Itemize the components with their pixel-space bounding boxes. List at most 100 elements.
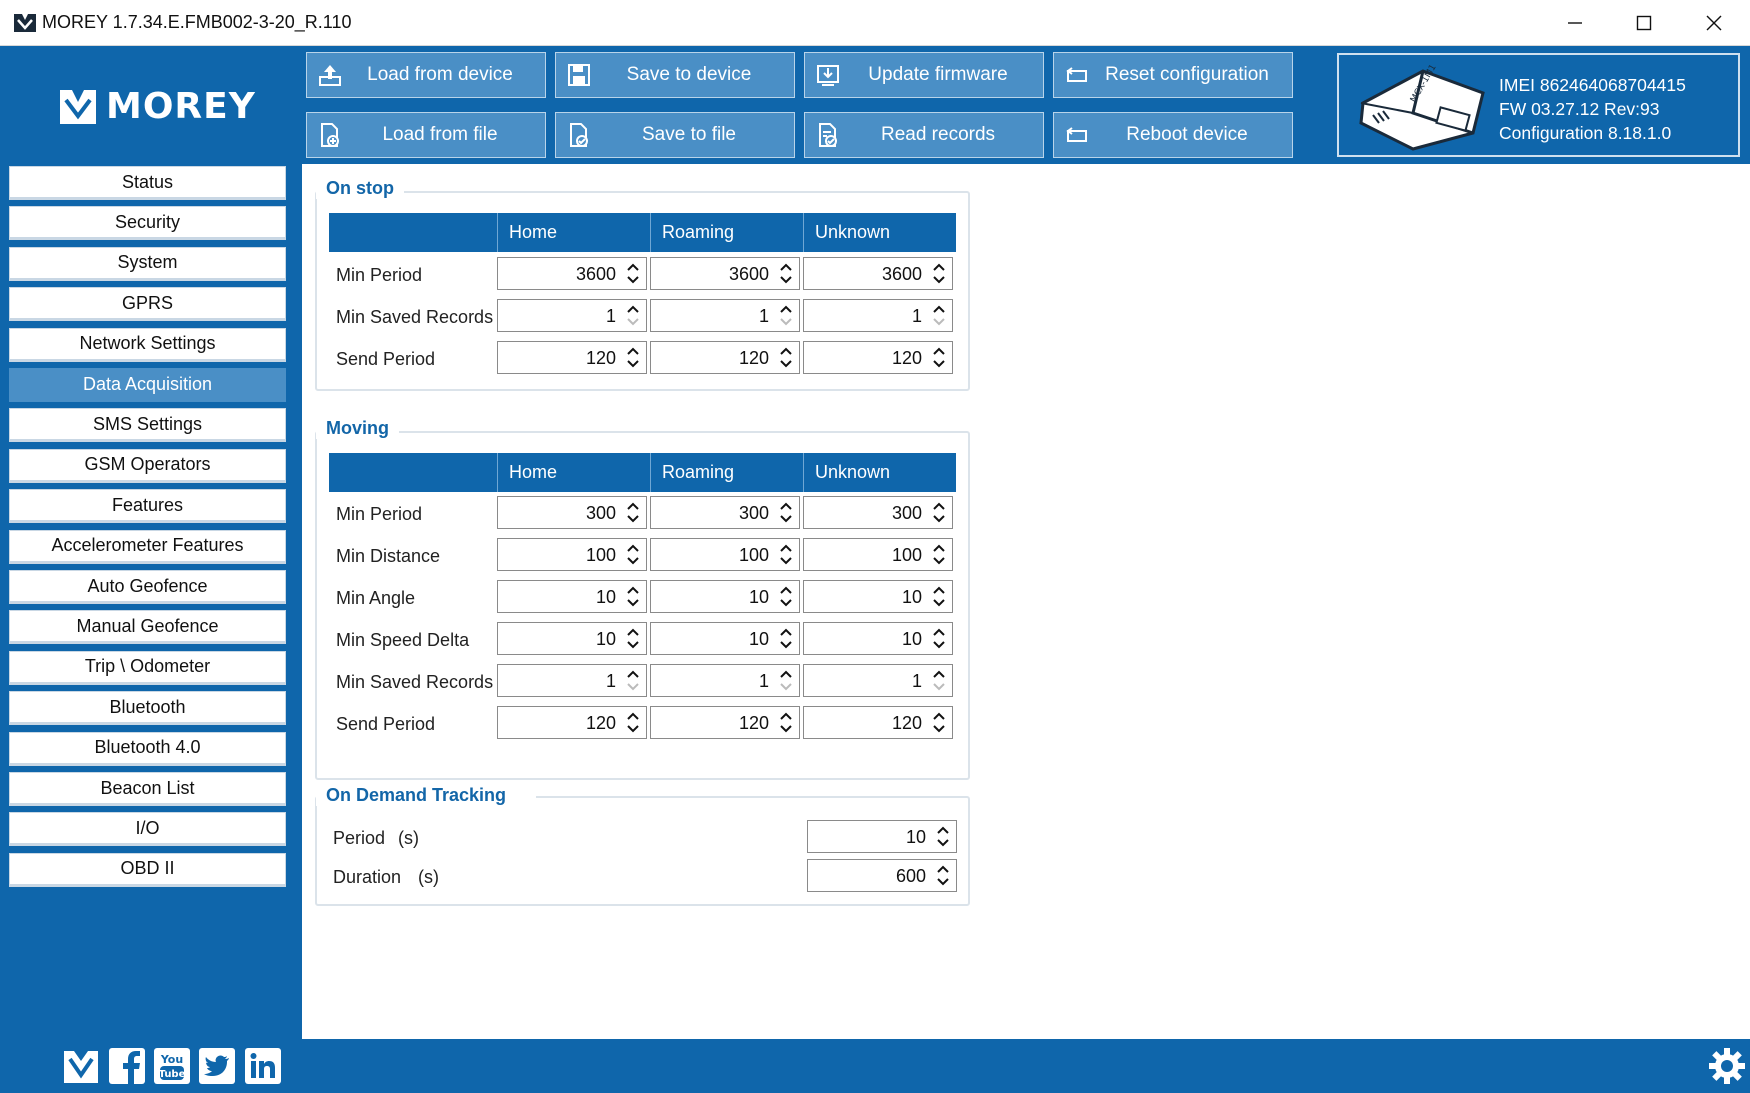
spinner-arrows-icon[interactable] (777, 709, 795, 736)
min-speed-delta-roaming-spinner[interactable]: 10 (650, 622, 800, 655)
sidebar-item-security[interactable]: Security (9, 206, 286, 241)
send-period-unknown-spinner[interactable]: 120 (803, 341, 953, 374)
min-period-home-spinner[interactable]: 3600 (497, 257, 647, 290)
sidebar-item-label: Manual Geofence (76, 615, 219, 636)
save-to-device-button[interactable]: Save to device (555, 52, 795, 98)
spinner-arrows-icon[interactable] (930, 260, 948, 287)
sidebar-item-bluetooth-4-0[interactable]: Bluetooth 4.0 (9, 731, 286, 766)
min-distance-unknown-spinner[interactable]: 100 (803, 538, 953, 571)
read-records-button[interactable]: Read records (804, 112, 1044, 158)
send-period-unknown-spinner[interactable]: 120 (803, 706, 953, 739)
load-from-device-button[interactable]: Load from device (306, 52, 546, 98)
period-spinner[interactable]: 10 (807, 820, 957, 853)
spinner-arrows-icon[interactable] (777, 344, 795, 371)
send-period-roaming-spinner[interactable]: 120 (650, 341, 800, 374)
min-angle-roaming-spinner[interactable]: 10 (650, 580, 800, 613)
spinner-arrows-icon[interactable] (930, 709, 948, 736)
min-period-home-spinner[interactable]: 300 (497, 496, 647, 529)
spinner-arrows-icon[interactable] (930, 667, 948, 694)
spinner-arrows-icon[interactable] (624, 709, 642, 736)
close-button[interactable] (1680, 0, 1748, 46)
min-distance-roaming-spinner[interactable]: 100 (650, 538, 800, 571)
save-to-file-button[interactable]: Save to file (555, 112, 795, 158)
morey-social-icon[interactable] (62, 1047, 100, 1085)
min-saved-records-unknown-spinner[interactable]: 1 (803, 664, 953, 697)
min-saved-records-home-spinner[interactable]: 1 (497, 664, 647, 697)
sidebar-item-obd-ii[interactable]: OBD II (9, 852, 286, 887)
spinner-arrows-icon[interactable] (930, 499, 948, 526)
spinner-arrows-icon[interactable] (930, 541, 948, 568)
spinner-arrows-icon[interactable] (624, 583, 642, 610)
min-period-unknown-spinner[interactable]: 300 (803, 496, 953, 529)
twitter-icon[interactable] (198, 1047, 236, 1085)
sidebar-item-manual-geofence[interactable]: Manual Geofence (9, 610, 286, 645)
sidebar-item-network-settings[interactable]: Network Settings (9, 327, 286, 362)
spinner-arrows-icon[interactable] (624, 625, 642, 652)
spinner-arrows-icon[interactable] (624, 667, 642, 694)
sidebar-item-data-acquisition[interactable]: Data Acquisition (9, 368, 286, 402)
spinner-arrows-icon[interactable] (930, 302, 948, 329)
sidebar-item-status[interactable]: Status (9, 166, 286, 200)
min-saved-records-roaming-spinner[interactable]: 1 (650, 299, 800, 332)
spinner-arrows-icon[interactable] (777, 583, 795, 610)
min-angle-unknown-spinner[interactable]: 10 (803, 580, 953, 613)
linkedin-icon[interactable] (244, 1047, 282, 1085)
main-content: On stop Home Roaming Unknown Moving Home Ro… (302, 164, 1750, 1039)
sidebar-item-gprs[interactable]: GPRS (9, 287, 286, 322)
sidebar-item-accelerometer-features[interactable]: Accelerometer Features (9, 529, 286, 564)
spinner-arrows-icon[interactable] (777, 260, 795, 287)
sidebar-item-features[interactable]: Features (9, 489, 286, 524)
send-period-home-spinner[interactable]: 120 (497, 706, 647, 739)
spinner-arrows-icon[interactable] (934, 823, 952, 850)
sidebar-item-sms-settings[interactable]: SMS Settings (9, 408, 286, 443)
sidebar-item-i-o[interactable]: I/O (9, 812, 286, 847)
spinner-arrows-icon[interactable] (624, 344, 642, 371)
load-from-file-button[interactable]: Load from file (306, 112, 546, 158)
min-saved-records-roaming-spinner[interactable]: 1 (650, 664, 800, 697)
sidebar-item-bluetooth[interactable]: Bluetooth (9, 691, 286, 726)
settings-gear-icon[interactable] (1708, 1047, 1746, 1085)
spinner-arrows-icon[interactable] (930, 583, 948, 610)
min-speed-delta-home-spinner[interactable]: 10 (497, 622, 647, 655)
spinner-arrows-icon[interactable] (777, 625, 795, 652)
sidebar-item-beacon-list[interactable]: Beacon List (9, 772, 286, 806)
spinner-arrows-icon[interactable] (624, 302, 642, 329)
min-period-unknown-spinner[interactable]: 3600 (803, 257, 953, 290)
min-period-roaming-spinner[interactable]: 3600 (650, 257, 800, 290)
spinner-arrows-icon[interactable] (930, 625, 948, 652)
spinner-arrows-icon[interactable] (934, 862, 952, 889)
send-period-roaming-spinner[interactable]: 120 (650, 706, 800, 739)
spinner-value: 120 (585, 348, 616, 368)
row-label-min-angle: Min Angle (336, 588, 416, 608)
spinner-arrows-icon[interactable] (777, 541, 795, 568)
min-distance-home-spinner[interactable]: 100 (497, 538, 647, 571)
spinner-arrows-icon[interactable] (624, 260, 642, 287)
min-period-roaming-spinner[interactable]: 300 (650, 496, 800, 529)
min-speed-delta-unknown-spinner[interactable]: 10 (803, 622, 953, 655)
spinner-value: 3600 (575, 264, 616, 284)
send-period-home-spinner[interactable]: 120 (497, 341, 647, 374)
sidebar-item-system[interactable]: System (9, 246, 286, 281)
spinner-arrows-icon[interactable] (777, 499, 795, 526)
sidebar-item-trip-odometer[interactable]: Trip \ Odometer (9, 650, 286, 685)
maximize-button[interactable] (1610, 0, 1678, 46)
min-saved-records-home-spinner[interactable]: 1 (497, 299, 647, 332)
file-check-icon (570, 123, 588, 147)
reset-configuration-button[interactable]: Reset configuration (1053, 52, 1293, 98)
sidebar-item-auto-geofence[interactable]: Auto Geofence (9, 570, 286, 604)
spinner-arrows-icon[interactable] (624, 541, 642, 568)
minimize-button[interactable] (1541, 0, 1609, 46)
spinner-arrows-icon[interactable] (930, 344, 948, 371)
reboot-device-button[interactable]: Reboot device (1053, 112, 1293, 158)
min-saved-records-unknown-spinner[interactable]: 1 (803, 299, 953, 332)
sidebar-item-gsm-operators[interactable]: GSM Operators (9, 448, 286, 483)
youtube-icon[interactable]: You Tube (153, 1047, 191, 1085)
duration-spinner[interactable]: 600 (807, 859, 957, 892)
update-firmware-button[interactable]: Update firmware (804, 52, 1044, 98)
spinner-arrows-icon[interactable] (777, 302, 795, 329)
spinner-arrows-icon[interactable] (624, 499, 642, 526)
spinner-arrows-icon[interactable] (777, 667, 795, 694)
spinner-value: 1 (758, 671, 769, 691)
facebook-icon[interactable] (108, 1047, 146, 1085)
min-angle-home-spinner[interactable]: 10 (497, 580, 647, 613)
